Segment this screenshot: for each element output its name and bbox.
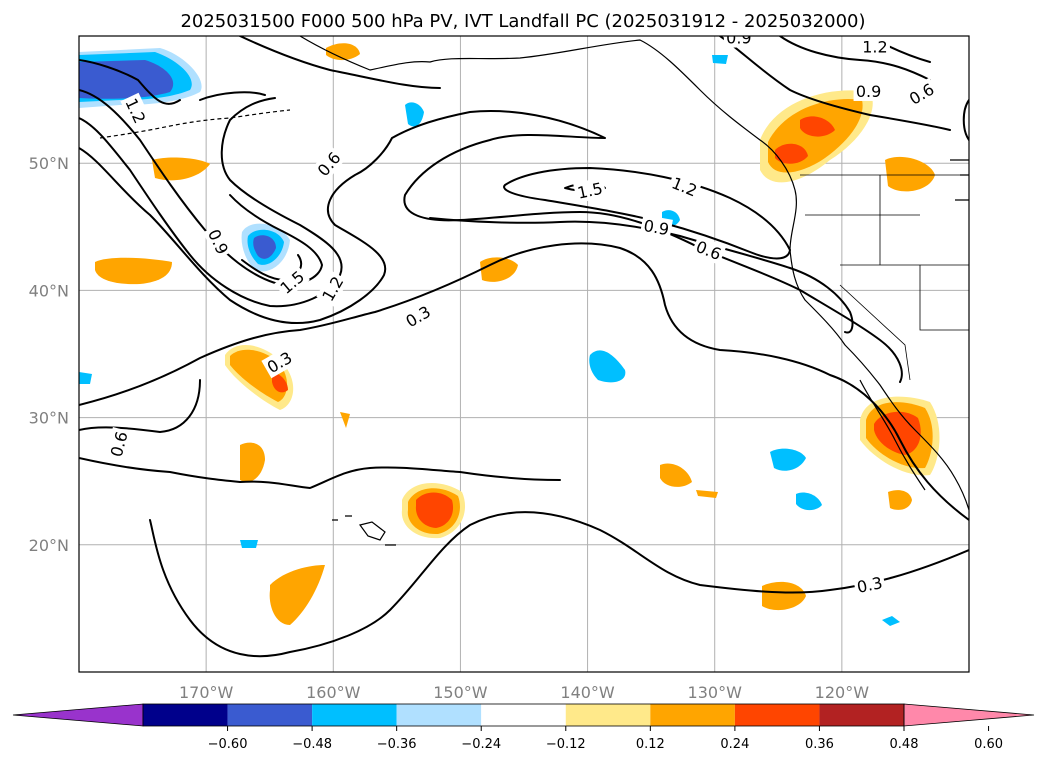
pc-region-interior <box>885 156 935 192</box>
contour-0.6-south <box>79 457 561 489</box>
map-title: 2025031500 F000 500 hPa PV, IVT Landfall… <box>180 11 865 32</box>
contour-label: 0.9 <box>723 29 754 48</box>
pc-region-blue-west <box>79 372 92 384</box>
contour-1.2-north <box>779 36 931 81</box>
colorbar-segment <box>650 704 735 726</box>
contour-label-text: 0.3 <box>855 573 884 597</box>
contour-1.5-north <box>79 59 181 105</box>
contour-label: 1.5 <box>573 177 607 204</box>
colorbar-tick-label: 0.48 <box>890 737 919 752</box>
political-borders <box>800 174 969 381</box>
latitude-tick-labels: 50°N 40°N 30°N 20°N <box>29 154 69 555</box>
lon-tick-label: 160°W <box>306 683 361 702</box>
pc-region-small-baja <box>888 490 912 510</box>
colorbar-tick-label: −0.12 <box>546 737 586 752</box>
lon-tick-label: 150°W <box>433 683 488 702</box>
colorbar-segment <box>143 704 228 726</box>
pc-region-east-2 <box>696 490 718 498</box>
contour-1.2-west <box>79 89 323 286</box>
colorbar-tick-label: −0.60 <box>208 737 248 752</box>
contour-0.3-north <box>79 242 969 521</box>
baja-coastline <box>859 379 926 491</box>
contour-edge <box>962 99 969 141</box>
colorbar-tick-label: 0.36 <box>805 737 834 752</box>
pc-region-blue-mid <box>589 350 626 383</box>
lon-tick-label: 120°W <box>815 683 870 702</box>
contour-label: 0.9 <box>853 80 884 101</box>
colorbar-tick-label: 0.12 <box>636 737 665 752</box>
colorbar: −0.60 −0.48 −0.36 −0.24 −0.12 0.12 0.24 0.36 0.4… <box>12 703 1035 752</box>
pc-region-dateline <box>95 257 172 285</box>
colorbar-extend-high <box>903 703 1035 727</box>
pc-region-east-1 <box>660 463 692 487</box>
state-border-4 <box>839 284 911 381</box>
colorbar-tick-label: −0.36 <box>377 737 417 752</box>
negative-pc-shading <box>79 48 900 626</box>
colorbar-outline <box>142 703 905 727</box>
colorbar-segment <box>819 704 904 726</box>
contour-label-text: 1.5 <box>576 179 605 203</box>
pc-region-blue-south <box>240 540 258 548</box>
contour-gulf <box>239 36 441 89</box>
pc-region-subtropic <box>240 442 265 482</box>
contour-label-text: 1.2 <box>862 37 887 56</box>
pc-region-blue-alaska <box>712 55 728 64</box>
pc-region-tiny <box>340 412 350 428</box>
colorbar-segment <box>312 704 397 726</box>
colorbar-segment <box>227 704 313 726</box>
hawaii-big-island <box>358 521 386 541</box>
hawaii-islands <box>332 515 396 546</box>
contour-0.3-south <box>149 511 969 658</box>
colorbar-tick-label: 0.24 <box>720 737 749 752</box>
pc-region-blue-southeast <box>796 492 822 511</box>
lon-tick-label: 170°W <box>179 683 234 702</box>
lon-tick-label: 130°W <box>688 683 743 702</box>
pc-region-bering <box>79 48 202 108</box>
contour-label-text: 0.9 <box>856 82 881 101</box>
pc-region-north <box>152 157 210 181</box>
lat-tick-label: 30°N <box>29 409 69 428</box>
colorbar-tick-label: 0.60 <box>974 737 1003 752</box>
colorbar-segment <box>734 704 820 726</box>
lat-tick-label: 40°N <box>29 281 69 300</box>
pc-region-south <box>762 581 806 611</box>
pc-region-southwest <box>269 565 325 625</box>
pc-region-blue-tiny <box>882 616 900 626</box>
pc-region-blue-east <box>770 448 806 471</box>
longitude-tick-labels: 170°W 160°W 150°W 140°W 130°W 120°W <box>179 683 869 702</box>
colorbar-segment <box>481 704 566 726</box>
pc-region-alaska <box>326 43 360 61</box>
pc-region-blue-gulf <box>405 102 424 127</box>
state-border-2 <box>879 175 969 331</box>
colorbar-tick-label: −0.48 <box>292 737 332 752</box>
contour-label-text: 0.9 <box>642 216 670 239</box>
contour-label: 0.9 <box>639 214 673 240</box>
contour-label: 0.3 <box>852 571 887 598</box>
colorbar-segment <box>396 704 482 726</box>
map-frame <box>78 35 970 673</box>
pc-region-central-blue <box>241 223 290 272</box>
north-america-coastline <box>299 36 969 511</box>
colorbar-extend-low <box>12 703 144 727</box>
contour-label-text: 0.9 <box>726 29 751 48</box>
pc-region-bc-coast <box>760 90 873 183</box>
colorbar-tick-label: −0.24 <box>461 737 501 752</box>
contour-0.6-west <box>79 379 201 433</box>
lat-tick-label: 20°N <box>29 536 69 555</box>
contour-1.2-east <box>503 167 791 260</box>
contour-0.9-north <box>719 36 951 131</box>
contour-aleutian <box>199 91 266 101</box>
lon-tick-label: 140°W <box>560 683 615 702</box>
lat-tick-label: 50°N <box>29 154 69 173</box>
pc-region-hawaii <box>401 482 466 539</box>
colorbar-segment <box>565 704 651 726</box>
pc-region-midpacific <box>480 257 518 282</box>
aleutian-islands <box>99 109 291 139</box>
contour-label: 1.2 <box>859 36 890 57</box>
